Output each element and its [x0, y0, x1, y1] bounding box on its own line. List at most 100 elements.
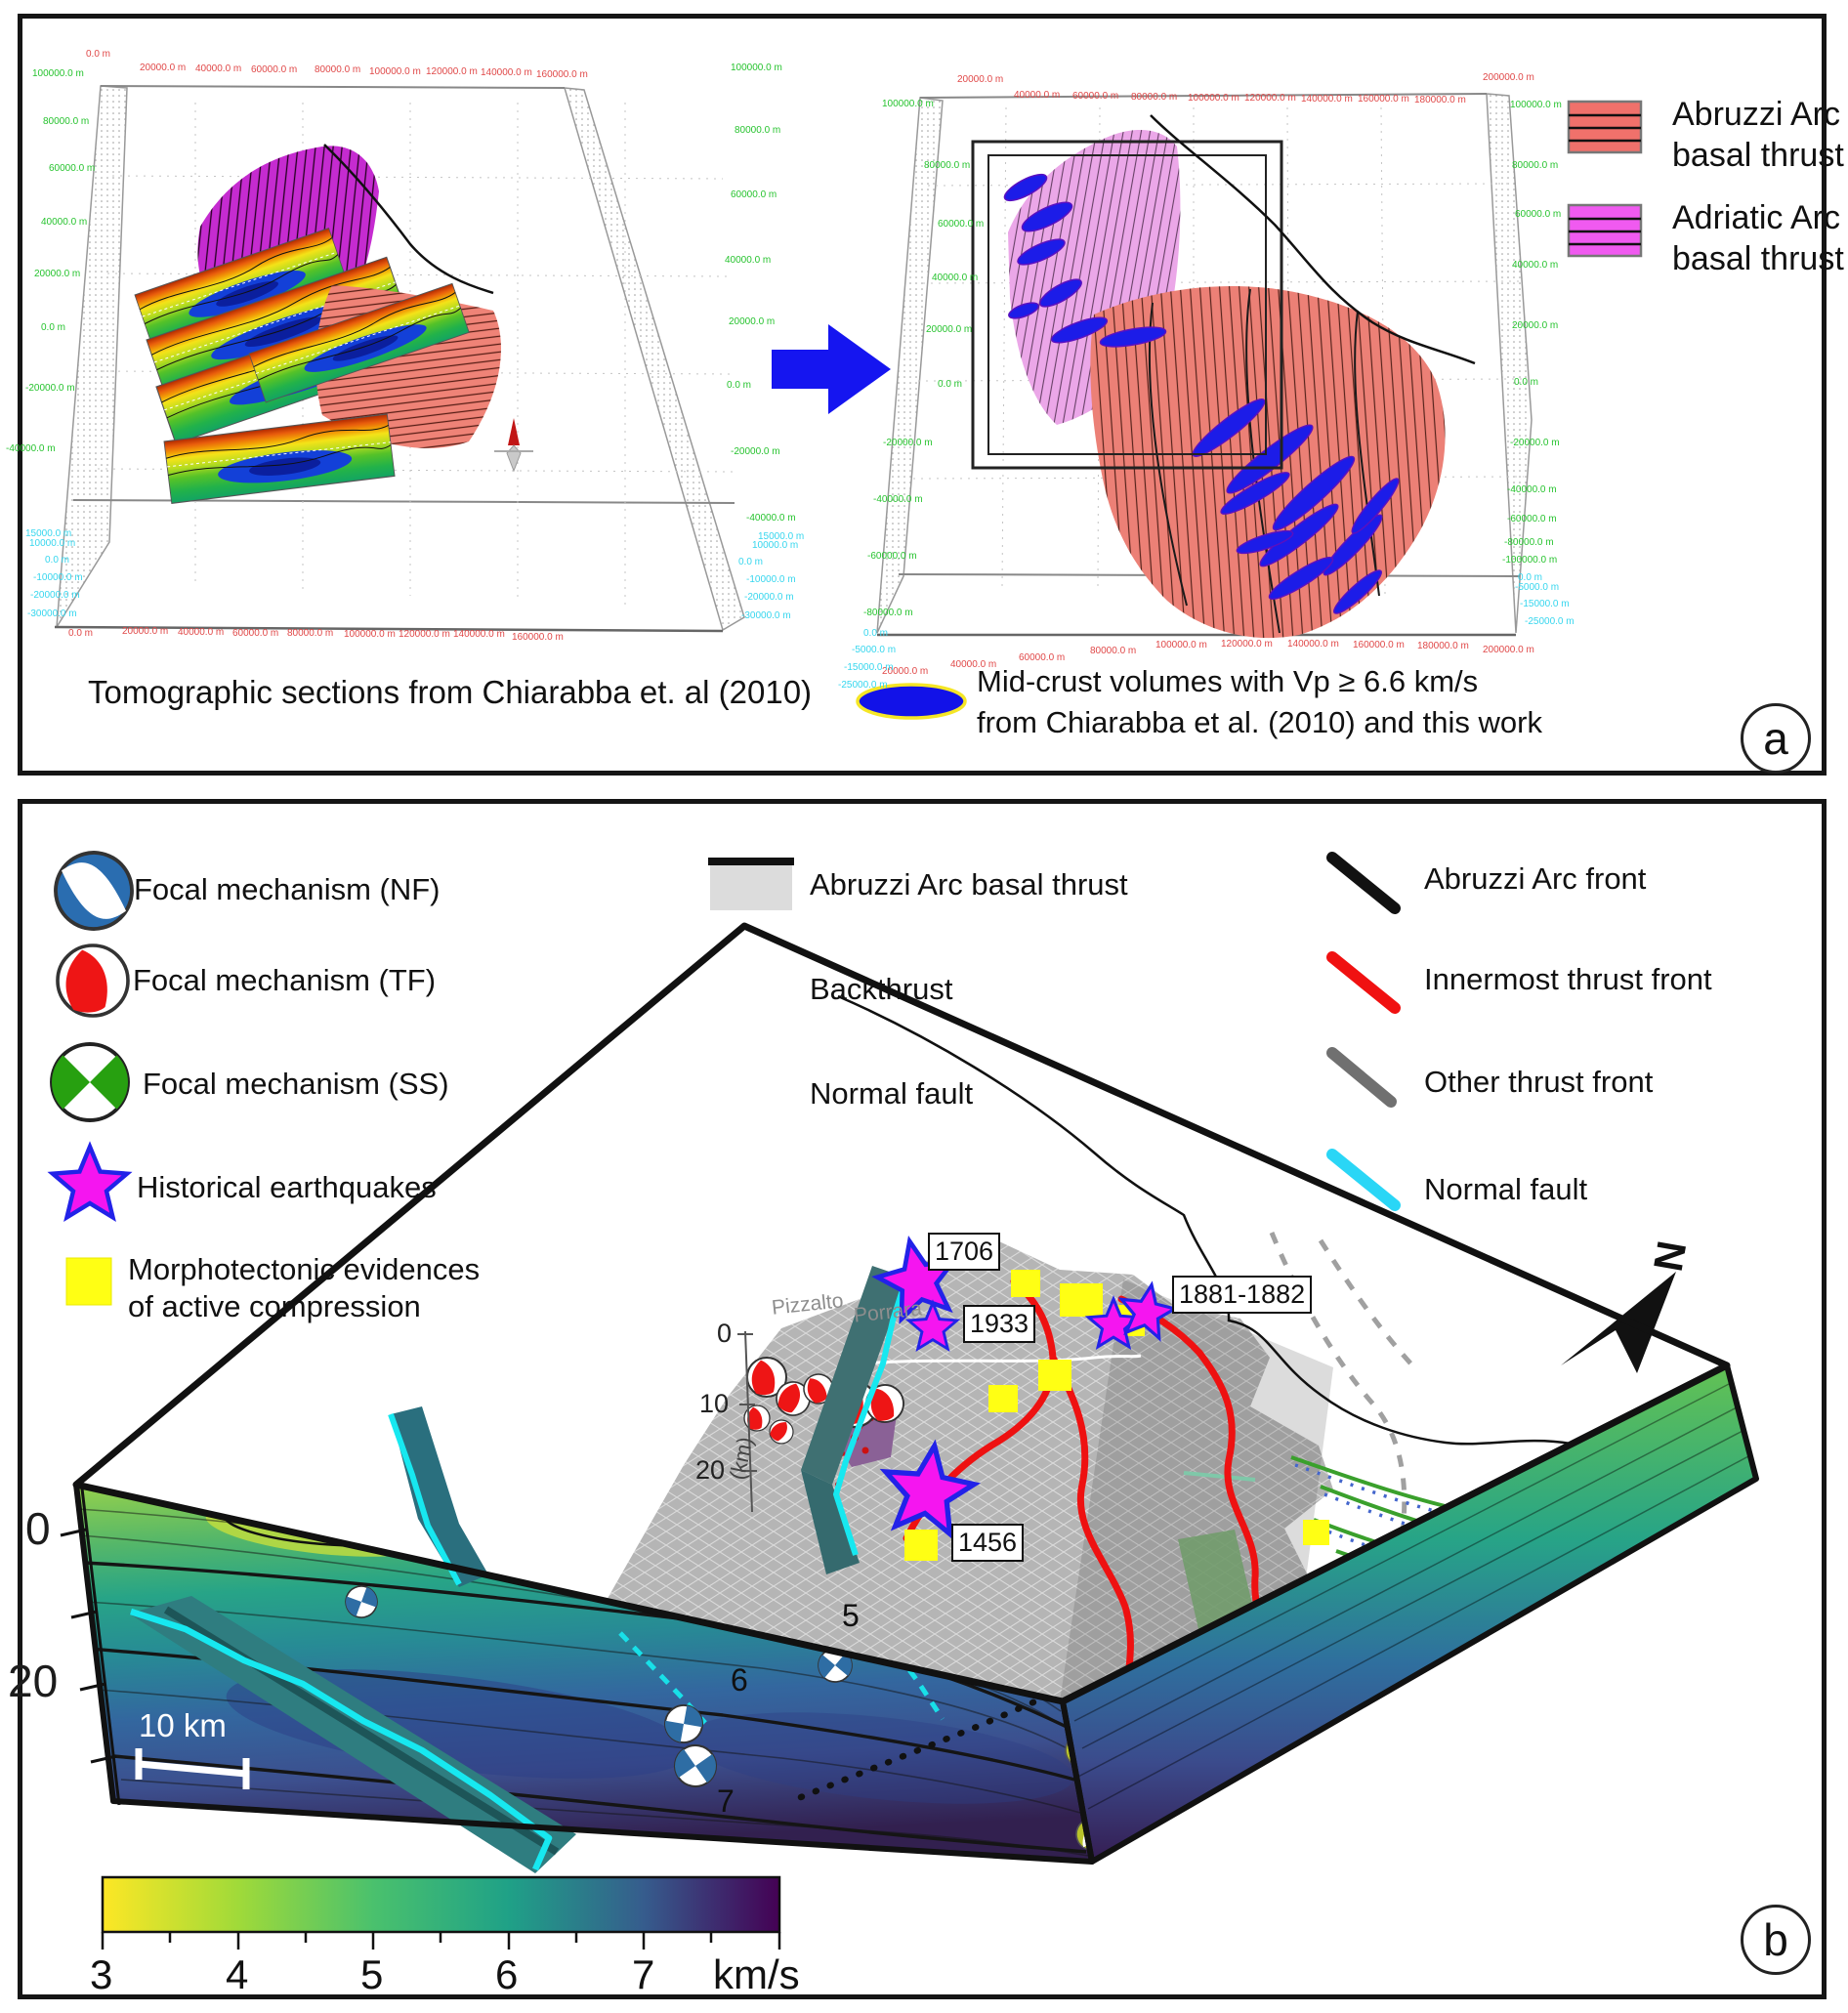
left-plot-left-axis-label: 80000.0 m: [43, 116, 90, 127]
vp-caption-line1: Mid-crust volumes with Vp ≥ 6.6 km/s: [977, 664, 1479, 698]
left-plot-left-depth-axis-label: -30000.0 m: [27, 608, 77, 619]
velocity-contour-labels-label: 5: [842, 1598, 860, 1633]
left-plot-top-axis-label: 40000.0 m: [195, 63, 242, 74]
right-plot-top-axis-label: 200000.0 m: [1483, 72, 1534, 83]
left-plot-top-axis-label: 20000.0 m: [140, 63, 187, 73]
colorbar-tick-labels-label: 6: [495, 1951, 519, 1997]
left-plot-bottom-axis-label: 140000.0 m: [453, 629, 505, 640]
left-plot-top-axis-label: 100000.0 m: [369, 66, 421, 77]
left-plot-right-axis-label: 20000.0 m: [729, 316, 776, 327]
right-plot-right-axis-label: 60000.0 m: [1515, 209, 1562, 220]
legend-morpho-line2: of active compression: [128, 1289, 421, 1323]
left-plot-top-axis-label: 60000.0 m: [251, 64, 298, 75]
left-plot-right-axis-label: 100000.0 m: [731, 63, 782, 73]
colorbar-tick-labels-label: 7: [632, 1951, 655, 1997]
left-plot-bottom-axis-label: 20000.0 m: [122, 626, 169, 637]
right-plot-right-axis-label: 20000.0 m: [1512, 320, 1559, 331]
earthquake-label-1933: 1933: [963, 1305, 1036, 1344]
left-plot-right-axis-label: 0.0 m: [727, 380, 752, 391]
velocity-contour-labels-label: 6: [731, 1662, 748, 1698]
front-depth-axis-labels-label: 20: [8, 1656, 59, 1706]
left-plot-top-axis-label: 140000.0 m: [481, 67, 532, 78]
left-plot-right-depth-axis-label: 10000.0 m: [752, 540, 799, 551]
right-plot-left-axis-label: -80000.0 m: [863, 608, 913, 618]
left-plot-left-depth-axis-label: 15000.0 m: [25, 528, 72, 539]
left-plot-caption: Tomographic sections from Chiarabba et. …: [88, 674, 813, 710]
right-plot-left-depth-axis-label: -5000.0 m: [852, 645, 897, 655]
right-plot-top-axis-label: 80000.0 m: [1131, 92, 1178, 103]
left-plot-bottom-axis-label: 60000.0 m: [232, 628, 279, 639]
right-plot-right-axis-label: -80000.0 m: [1504, 537, 1554, 548]
earthquake-label-1456: 1456: [951, 1524, 1025, 1563]
right-plot-left-depth-axis-label: -25000.0 m: [838, 680, 888, 691]
left-plot-right-axis-label: -20000.0 m: [731, 446, 780, 457]
legend-abruzzi-line2: basal thrust: [1672, 137, 1844, 174]
right-plot-bottom-axis-label: 180000.0 m: [1417, 641, 1469, 651]
scale-bar-label: 10 km: [139, 1707, 227, 1743]
right-plot-right-depth-axis-label: -5000.0 m: [1515, 582, 1560, 593]
legend-normal-fault-surface-label: Normal fault: [810, 1076, 974, 1111]
left-plot-bottom-axis-label: 80000.0 m: [287, 628, 334, 639]
left-plot-top-axis-label: 0.0 m: [86, 49, 111, 60]
legend-basal-thrust-label: Abruzzi Arc basal thrust: [810, 867, 1128, 902]
panel-letter-b: b: [1741, 1905, 1811, 1975]
legend-arc-front-label: Abruzzi Arc front: [1424, 861, 1647, 896]
legend-backthrust-label: Backthrust: [810, 972, 953, 1006]
right-plot-right-depth-axis-label: 0.0 m: [1518, 572, 1543, 583]
left-plot-left-depth-axis-label: -10000.0 m: [33, 572, 83, 583]
left-plot-left-depth-axis-label: -20000.0 m: [30, 590, 80, 601]
right-plot-bottom-axis-label: 60000.0 m: [1019, 652, 1066, 663]
left-plot-left-axis-label: 40000.0 m: [41, 217, 88, 228]
legend-innermost-label: Innermost thrust front: [1424, 962, 1712, 996]
left-plot-right-depth-axis-label: -20000.0 m: [744, 592, 794, 603]
right-plot-bottom-axis-label: 80000.0 m: [1090, 646, 1137, 656]
left-plot-bottom-axis-label: 40000.0 m: [178, 627, 225, 638]
colorbar-tick-labels-label: 4: [226, 1951, 249, 1997]
left-plot-right-depth-axis-label: 0.0 m: [738, 557, 764, 567]
right-plot-left-axis-label: 40000.0 m: [932, 273, 979, 283]
left-plot-bottom-axis-label: 100000.0 m: [344, 629, 396, 640]
right-plot-bottom-axis-label: 20000.0 m: [882, 666, 929, 677]
right-plot-right-axis-label: 40000.0 m: [1512, 260, 1559, 271]
left-plot-bottom-axis-label: 0.0 m: [68, 628, 94, 639]
right-plot-top-axis-label: 100000.0 m: [1188, 93, 1239, 104]
right-plot-right-depth-axis-label: -15000.0 m: [1520, 599, 1570, 609]
right-plot-left-depth-axis-label: -15000.0 m: [844, 662, 894, 673]
right-plot-left-axis-label: -60000.0 m: [867, 551, 917, 562]
legend-other-thrust-label: Other thrust front: [1424, 1065, 1654, 1099]
right-plot-right-axis-label: -60000.0 m: [1507, 514, 1557, 524]
vp-caption-line2: from Chiarabba et al. (2010) and this wo…: [977, 705, 1542, 739]
left-plot-bottom-axis-label: 160000.0 m: [512, 632, 564, 643]
left-plot-right-axis-label: 60000.0 m: [731, 189, 777, 200]
left-plot-top-axis-label: 160000.0 m: [536, 69, 588, 80]
right-plot-right-depth-axis-label: -25000.0 m: [1525, 616, 1575, 627]
colorbar-unit-label: km/s: [713, 1951, 800, 1997]
front-depth-axis-labels-label: 0: [25, 1503, 51, 1554]
earthquake-label-1881-1882: 1881-1882: [1172, 1276, 1313, 1315]
right-plot-left-axis-label: 80000.0 m: [924, 160, 971, 171]
legend-normal-fault-line-label: Normal fault: [1424, 1172, 1588, 1206]
legend-adriatic-line2: basal thrust: [1672, 240, 1844, 277]
right-plot-top-axis-label: 120000.0 m: [1244, 93, 1296, 104]
right-plot-right-axis-label: -20000.0 m: [1510, 438, 1560, 448]
right-plot-bottom-axis-label: 100000.0 m: [1155, 640, 1207, 650]
right-plot-top-axis-label: 140000.0 m: [1301, 94, 1353, 105]
right-plot-right-axis-label: -40000.0 m: [1507, 484, 1557, 495]
right-plot-top-axis-label: 180000.0 m: [1414, 95, 1466, 105]
left-plot-left-axis-label: 100000.0 m: [32, 68, 84, 79]
left-plot-left-axis-label: -40000.0 m: [6, 443, 56, 454]
legend-tf-label: Focal mechanism (TF): [133, 963, 437, 997]
panel-letter-a: a: [1741, 703, 1811, 774]
right-plot-left-depth-axis-label: 0.0 m: [863, 628, 889, 639]
